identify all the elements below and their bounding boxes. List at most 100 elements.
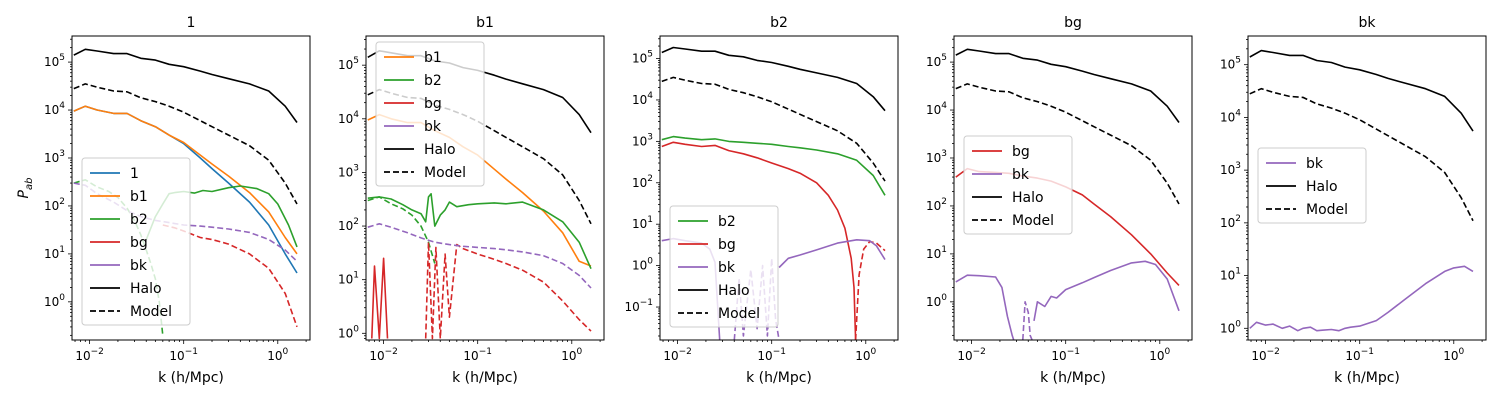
legend-label: bg xyxy=(424,96,442,112)
legend: b1 b2 bg bk Halo Model xyxy=(375,41,485,187)
panel-title: b1 xyxy=(476,15,494,31)
y-tick-label: 104 xyxy=(926,101,947,117)
series-line-halo xyxy=(661,46,886,112)
y-tick-label: 102 xyxy=(632,174,653,190)
panel-title: bg xyxy=(1064,15,1082,31)
legend-label: Halo xyxy=(1012,190,1044,206)
legend-label: Halo xyxy=(130,281,162,297)
x-tick-label: 10−2 xyxy=(369,347,398,363)
y-tick-label: 103 xyxy=(338,163,359,179)
series-line-bk xyxy=(1033,260,1180,322)
legend-label: bg xyxy=(718,237,736,253)
x-tick-label: 10−1 xyxy=(757,347,786,363)
series-line-model xyxy=(1249,87,1474,222)
x-tick-label: 10−2 xyxy=(957,347,986,363)
y-tick-label: 101 xyxy=(632,215,653,231)
series-line-bg xyxy=(661,141,857,340)
series-line-bk xyxy=(955,274,1015,340)
legend-label: Model xyxy=(130,304,172,320)
legend-box xyxy=(81,157,191,326)
x-tick-label: 100 xyxy=(1443,347,1464,363)
series-line-halo xyxy=(1249,49,1474,132)
series-line-model xyxy=(73,83,298,205)
legend-label: Model xyxy=(1306,202,1348,218)
y-tick-label: 104 xyxy=(632,91,653,107)
y-tick-label: 103 xyxy=(44,149,65,165)
x-axis-label: k (h/Mpc) xyxy=(1334,370,1400,386)
legend-box xyxy=(1257,147,1367,224)
legend-label: bk xyxy=(1306,156,1324,172)
y-tick-label: 105 xyxy=(1220,56,1241,72)
y-tick-label: 105 xyxy=(338,56,359,72)
series-group xyxy=(1249,49,1474,332)
legend-box xyxy=(669,205,779,328)
series-line-halo xyxy=(73,48,298,123)
y-tick-label: 103 xyxy=(1220,161,1241,177)
y-tick-label: 104 xyxy=(1220,108,1241,124)
y-tick-label: 105 xyxy=(44,53,65,69)
x-tick-label: 10−1 xyxy=(1345,347,1374,363)
legend-label: b1 xyxy=(424,50,442,66)
y-tick-label: 104 xyxy=(338,110,359,126)
legend-label: Model xyxy=(718,306,760,322)
plot-frame xyxy=(1247,35,1487,341)
legend-label: b2 xyxy=(718,214,736,230)
y-tick-label: 100 xyxy=(1220,319,1241,335)
x-tick-label: 10−2 xyxy=(663,347,692,363)
legend-label: bg xyxy=(1012,144,1030,160)
y-tick-label: 102 xyxy=(926,197,947,213)
x-tick-label: 10−2 xyxy=(1251,347,1280,363)
series-line-b2 xyxy=(661,135,886,196)
legend-label: bk xyxy=(130,258,148,274)
x-axis-label: k (h/Mpc) xyxy=(158,370,224,386)
legend-label: bg xyxy=(130,235,148,251)
y-tick-label: 103 xyxy=(926,149,947,165)
series-line-bk-model xyxy=(1022,301,1033,340)
y-tick-label: 101 xyxy=(44,245,65,261)
legend-label: bk xyxy=(718,260,736,276)
y-tick-label: 102 xyxy=(338,217,359,233)
legend-label: Halo xyxy=(718,283,750,299)
series-line-b1 xyxy=(73,105,298,255)
panel-title: b2 xyxy=(770,15,788,31)
y-tick-label: 100 xyxy=(632,257,653,273)
x-tick-label: 100 xyxy=(855,347,876,363)
plot-frame xyxy=(71,35,311,341)
y-tick-label: 105 xyxy=(926,53,947,69)
series-line-halo xyxy=(955,48,1180,123)
panel-title: bk xyxy=(1359,15,1377,31)
legend-label: b2 xyxy=(424,73,442,89)
series-line-b2-model xyxy=(367,196,436,264)
y-tick-label: 100 xyxy=(926,293,947,309)
x-axis-label: k (h/Mpc) xyxy=(746,370,812,386)
panel-3: 10−2 10−1 100 10−1 100 101 102 103 104 105 b2 k (h/… xyxy=(624,15,899,386)
panel-5: 10−2 10−1 100 100 101 102 103 104 105 bk k (h/Mpc)… xyxy=(1220,15,1487,386)
legend-label: bk xyxy=(1012,167,1030,183)
x-tick-label: 100 xyxy=(1149,347,1170,363)
series-line-bg-model xyxy=(424,241,592,340)
legend-label: Model xyxy=(1012,213,1054,229)
x-axis-label: k (h/Mpc) xyxy=(452,370,518,386)
series-line-b2 xyxy=(367,193,592,270)
series-line-model xyxy=(661,76,886,182)
series-line-bk-model xyxy=(367,223,592,289)
legend-label: bk xyxy=(424,119,442,135)
panel-2: 10−2 10−1 100 100 101 102 103 104 105 b1 k (h/Mpc)… xyxy=(338,15,605,386)
y-tick-label: 100 xyxy=(338,324,359,340)
y-tick-label: 104 xyxy=(44,101,65,117)
panel-1: 10−2 10−1 100 100 101 102 103 104 105 1 k (h/Mpc) P… xyxy=(16,15,311,386)
panel-title: 1 xyxy=(187,15,196,31)
y-tick-label: 100 xyxy=(44,293,65,309)
x-tick-label: 10−2 xyxy=(75,347,104,363)
plot-frame xyxy=(365,35,605,341)
plot-frame xyxy=(953,35,1193,341)
series-line-bk xyxy=(778,239,886,269)
series-line-bk xyxy=(1249,265,1474,332)
legend: bg bk Halo Model xyxy=(963,135,1073,235)
y-tick-label: 103 xyxy=(632,132,653,148)
legend-label: Halo xyxy=(1306,179,1338,195)
legend: bk Halo Model xyxy=(1257,147,1367,224)
y-tick-label: 102 xyxy=(1220,214,1241,230)
panel-4: 10−2 10−1 100 100 101 102 103 104 105 bg k (h/Mpc)… xyxy=(926,15,1193,386)
